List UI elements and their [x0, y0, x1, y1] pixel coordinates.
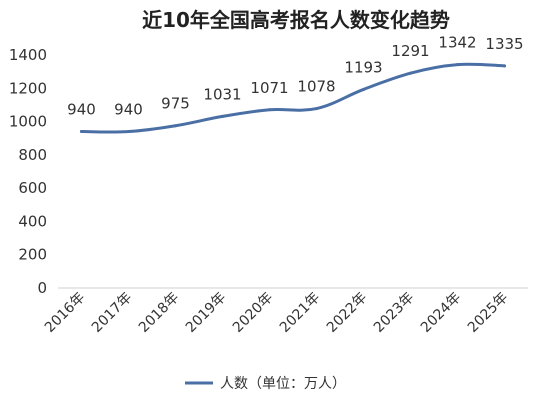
x-axis: 2016年 2017年 2018年 2019年 2020年 2021年 2022年 2023年… — [42, 287, 528, 336]
data-label: 1335 — [485, 35, 523, 53]
data-label: 940 — [114, 101, 143, 119]
x-tick-label: 2023年 — [371, 290, 417, 336]
data-point — [409, 71, 412, 75]
data-label: 1031 — [203, 85, 241, 103]
data-point — [362, 87, 365, 91]
y-tick-label: 1400 — [9, 46, 47, 64]
x-tick-label: 2019年 — [183, 290, 229, 336]
x-tick-label: 2018年 — [136, 290, 182, 336]
data-label: 1193 — [344, 58, 382, 76]
y-tick-label: 0 — [37, 279, 47, 297]
y-tick-label: 400 — [18, 212, 47, 230]
y-tick-label: 1000 — [9, 113, 47, 131]
data-point — [174, 124, 177, 128]
y-tick-label: 1200 — [9, 79, 47, 97]
legend: 人数（单位：万人） — [185, 376, 346, 392]
data-point — [221, 114, 224, 118]
data-point — [127, 130, 130, 134]
data-point — [456, 63, 459, 67]
data-label: 940 — [67, 101, 96, 119]
x-tick-label: 2017年 — [89, 290, 135, 336]
data-label: 975 — [161, 95, 190, 113]
legend-label: 人数（单位：万人） — [220, 376, 346, 392]
x-tick-label: 2022年 — [324, 290, 370, 336]
data-label: 1078 — [297, 78, 335, 96]
data-label: 1291 — [391, 42, 429, 60]
series-group — [80, 62, 506, 134]
data-point — [503, 64, 506, 68]
x-tick-label: 2016年 — [42, 290, 88, 336]
data-point — [315, 107, 318, 111]
data-label: 1342 — [438, 34, 476, 52]
data-point — [80, 130, 83, 134]
data-point — [268, 108, 271, 112]
series-line — [80, 62, 506, 134]
y-tick-label: 800 — [18, 146, 47, 164]
x-tick-label: 2021年 — [277, 290, 323, 336]
x-tick-label: 2025年 — [465, 290, 511, 336]
y-tick-label: 600 — [18, 179, 47, 197]
data-labels: 940 940 975 1031 1071 1078 1193 1291 1342 1335 — [67, 34, 523, 119]
x-tick-label: 2024年 — [418, 290, 464, 336]
y-axis: 0 200 400 600 800 1000 1200 1400 — [9, 46, 47, 297]
data-label: 1071 — [250, 79, 288, 97]
y-tick-label: 200 — [18, 246, 47, 264]
chart-title: 近10年全国高考报名人数变化趋势 — [142, 8, 450, 32]
x-tick-label: 2020年 — [230, 290, 276, 336]
